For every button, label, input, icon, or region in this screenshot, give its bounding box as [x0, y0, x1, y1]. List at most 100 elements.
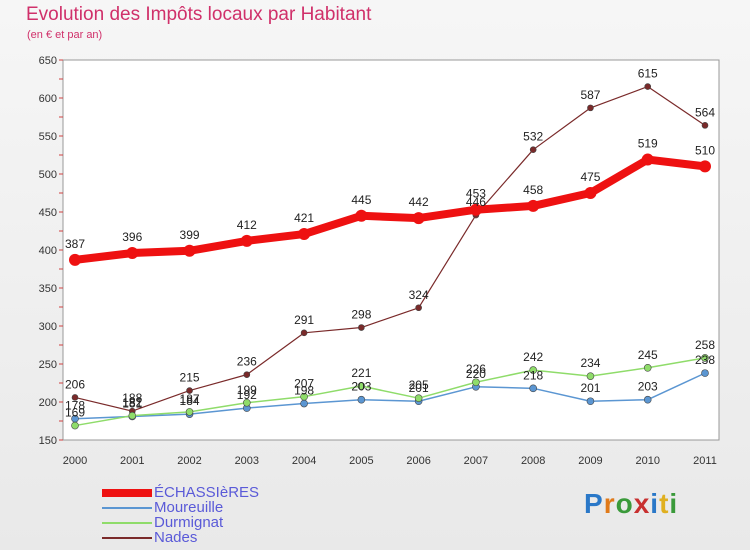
logo-letter: t: [659, 488, 670, 519]
data-point-moureuille: [357, 395, 366, 404]
x-tick-label: 2011: [693, 455, 717, 467]
data-label-durmignat: 258: [695, 338, 715, 352]
data-label-nades: 446: [466, 195, 486, 209]
y-tick-label: 650: [39, 55, 57, 67]
data-label-nades: 615: [638, 67, 658, 81]
data-point--chassi-res: [126, 247, 139, 260]
y-tick-label: 200: [39, 397, 57, 409]
legend-swatch: [102, 488, 152, 497]
data-label--chassi-res: 396: [122, 230, 142, 244]
data-label-durmignat: 199: [237, 383, 257, 397]
data-label-moureuille: 201: [580, 381, 600, 395]
data-label-nades: 215: [180, 371, 200, 385]
legend-swatch: [102, 506, 152, 509]
x-tick-label: 2002: [177, 455, 201, 467]
data-point-moureuille: [643, 395, 652, 404]
data-label-durmignat: 169: [65, 406, 85, 420]
data-label-moureuille: 220: [466, 367, 486, 381]
data-point--chassi-res: [641, 153, 654, 166]
data-point-durmignat: [701, 354, 709, 362]
data-label--chassi-res: 445: [351, 193, 371, 207]
data-point-moureuille: [701, 369, 709, 377]
data-point-durmignat: [586, 372, 595, 380]
legend-item--chassi-res: ÉCHASSIèRES: [102, 485, 259, 500]
legend-item-moureuille: Moureuille: [102, 500, 259, 515]
data-point--chassi-res: [584, 187, 597, 199]
data-point-nades: [358, 324, 365, 331]
x-tick-label: 2006: [406, 455, 430, 467]
data-point-nades: [186, 387, 193, 394]
data-label-nades: 298: [351, 308, 371, 322]
data-label--chassi-res: 412: [237, 218, 257, 232]
data-point-durmignat: [71, 421, 79, 430]
data-label--chassi-res: 458: [523, 183, 543, 197]
data-point--chassi-res: [298, 228, 311, 241]
chart-title: Evolution des Impôts locaux par Habitant: [26, 4, 372, 25]
y-tick-label: 350: [39, 283, 57, 295]
data-label-moureuille: 203: [638, 380, 658, 394]
data-point-nades: [300, 329, 308, 337]
data-label-moureuille: 192: [237, 388, 257, 402]
chart-subtitle: (en € et par an): [27, 29, 103, 41]
y-tick-label: 250: [39, 359, 57, 371]
x-tick-label: 2004: [292, 455, 316, 467]
legend-label: Moureuille: [154, 499, 224, 516]
series-line-moureuille: [74, 372, 706, 420]
x-tick-label: 2010: [635, 455, 659, 467]
x-tick-label: 2003: [235, 455, 259, 467]
series-line--chassi-res: [71, 155, 709, 264]
y-tick-label: 600: [39, 93, 57, 105]
data-label-nades: 564: [695, 105, 715, 119]
data-label-moureuille: 238: [695, 353, 715, 367]
data-label-moureuille: 184: [180, 394, 200, 408]
data-label-durmignat: 234: [580, 356, 600, 370]
y-tick-label: 450: [39, 207, 57, 219]
y-tick-label: 150: [39, 435, 57, 447]
y-tick-label: 300: [39, 321, 57, 333]
data-label-durmignat: 187: [180, 392, 200, 406]
data-label-durmignat: 221: [351, 366, 371, 380]
legend-item-durmignat: Durmignat: [102, 515, 259, 530]
data-label--chassi-res: 510: [695, 143, 715, 157]
data-label-nades: 532: [523, 130, 543, 144]
data-point-durmignat: [414, 394, 423, 403]
data-label-moureuille: 198: [294, 384, 314, 398]
data-point--chassi-res: [69, 253, 81, 266]
data-point-moureuille: [529, 384, 537, 393]
series-line-durmignat: [74, 357, 706, 427]
y-tick-label: 550: [39, 131, 57, 143]
logo-letter: r: [603, 488, 616, 519]
x-tick-label: 2001: [120, 455, 144, 467]
logo-letter: i: [650, 488, 660, 519]
x-tick-label: 2007: [464, 455, 488, 467]
data-point-moureuille: [300, 399, 308, 408]
data-point-nades: [71, 394, 79, 401]
data-label--chassi-res: 421: [294, 211, 314, 225]
data-label-durmignat: 226: [466, 362, 486, 376]
data-point-durmignat: [472, 378, 480, 387]
legend-swatch: [102, 521, 152, 524]
x-tick-label: 2009: [578, 455, 602, 467]
data-label--chassi-res: 399: [180, 228, 200, 242]
logo-letter: x: [633, 488, 651, 519]
data-label-nades: 291: [294, 313, 314, 327]
x-tick-label: 2008: [521, 455, 545, 467]
data-label--chassi-res: 387: [65, 237, 85, 251]
data-label-moureuille: 201: [409, 381, 429, 395]
data-label--chassi-res: 453: [466, 187, 486, 201]
legend-label: ÉCHASSIèRES: [154, 484, 260, 501]
data-point-durmignat: [128, 411, 137, 420]
data-label-moureuille: 178: [65, 399, 85, 413]
logo-letter: P: [584, 488, 604, 519]
data-label-durmignat: 182: [122, 396, 142, 410]
data-point-durmignat: [643, 363, 652, 372]
x-tick-label: 2005: [349, 455, 373, 467]
logo-letter: o: [615, 488, 634, 519]
legend-swatch: [102, 536, 152, 539]
data-point-nades: [415, 304, 422, 312]
proxiti-logo: Proxiti: [584, 488, 678, 520]
data-point--chassi-res: [699, 160, 711, 173]
legend-label: Nades: [154, 529, 198, 546]
data-point-durmignat: [243, 398, 251, 407]
data-label-moureuille: 203: [351, 380, 371, 394]
